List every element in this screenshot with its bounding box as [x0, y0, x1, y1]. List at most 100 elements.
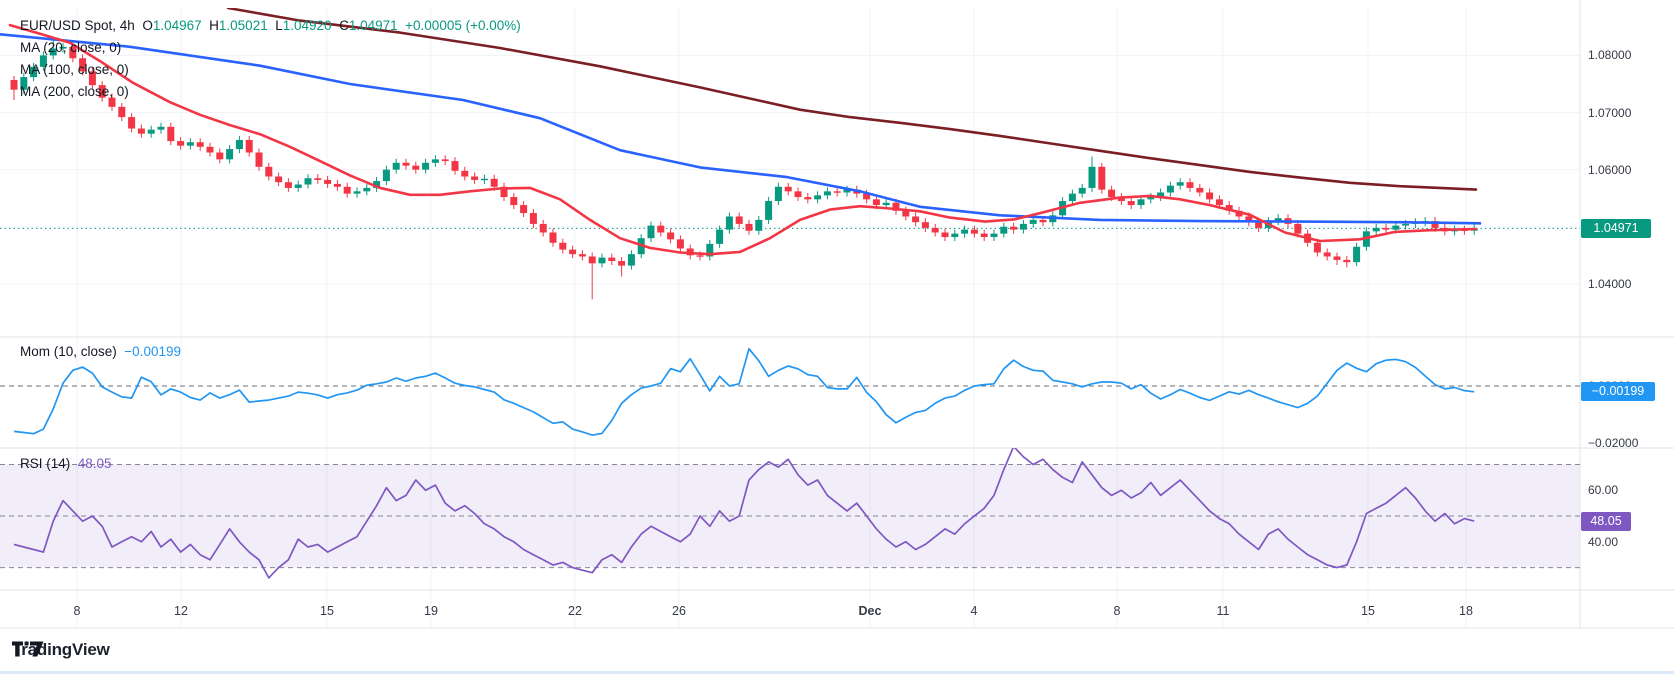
candle-body: [1402, 223, 1410, 226]
candle-body: [1108, 189, 1116, 198]
candle-body: [578, 254, 586, 257]
candle-body: [588, 256, 596, 264]
ma-line[interactable]: [0, 32, 1482, 225]
candle-body: [745, 223, 753, 231]
candle-body: [79, 58, 87, 72]
ma-line[interactable]: [226, 8, 1478, 191]
candle-body: [970, 229, 978, 234]
mom-legend-row[interactable]: Mom (10, close) −0.00199: [20, 344, 181, 359]
ma200-legend-label: MA (200, close, 0): [20, 84, 129, 99]
candle-body: [284, 182, 292, 188]
candle-body: [1235, 210, 1243, 217]
ohlc-open-value: 1.04967: [152, 18, 202, 33]
candle-body: [265, 166, 273, 177]
candle-body: [88, 71, 96, 86]
candle-body: [147, 129, 155, 134]
candle-body: [539, 223, 547, 233]
candle-body: [1176, 182, 1184, 186]
candle-body: [1019, 223, 1027, 230]
price-axis[interactable]: [1580, 0, 1674, 628]
candle-body: [137, 128, 145, 134]
candle-body: [324, 179, 332, 184]
candle-body: [431, 159, 439, 163]
candle-body: [755, 219, 763, 231]
candle-body: [39, 55, 47, 67]
candle-body: [863, 193, 871, 200]
candle-body: [951, 233, 959, 238]
rsi-legend-row[interactable]: RSI (14) 48.05: [20, 456, 112, 471]
mom-legend-value: −0.00199: [124, 344, 181, 359]
candle-body: [804, 197, 812, 200]
time-axis-label: 11: [1216, 604, 1230, 618]
candle-body: [382, 169, 390, 182]
candle-body: [471, 176, 479, 180]
time-axis-label: 8: [1113, 604, 1121, 618]
candle-body: [59, 46, 67, 49]
candle-body: [921, 222, 929, 228]
candle-body: [49, 48, 57, 56]
candle-body: [441, 159, 449, 162]
candle-body: [990, 233, 998, 238]
tradingview-logo[interactable]: TradingView: [12, 640, 110, 660]
time-axis[interactable]: [0, 590, 1580, 628]
candle-body: [598, 257, 606, 264]
candle-body: [1372, 227, 1380, 232]
candle-body: [520, 205, 528, 214]
candle-body: [618, 261, 626, 266]
candle-body: [186, 142, 194, 146]
time-axis-label: Dec: [858, 604, 882, 618]
candle-body: [500, 186, 508, 198]
candle-body: [1196, 187, 1204, 193]
candle-body: [765, 201, 773, 220]
price-axis-label: 1.06000: [1588, 162, 1632, 177]
symbol-legend-row[interactable]: EUR/USD Spot, 4h O1.04967 H1.05021 L1.04…: [20, 18, 521, 33]
candle-body: [980, 233, 988, 238]
mom-legend-title: Mom (10, close): [20, 344, 117, 359]
ma20-legend-row[interactable]: MA (20, close, 0): [20, 40, 121, 55]
candle-body: [1353, 246, 1361, 263]
candle-body: [1068, 193, 1076, 202]
price-axis-label: 1.08000: [1588, 48, 1632, 63]
candle-body: [128, 117, 136, 129]
candle-body: [294, 184, 302, 188]
candle-body: [108, 97, 116, 107]
candle-body: [226, 149, 234, 160]
candle-body: [1225, 205, 1233, 211]
current-price-badge: 1.04971: [1581, 219, 1651, 238]
candle-body: [1088, 166, 1096, 188]
ma-line[interactable]: [8, 23, 1478, 256]
tradingview-logo-icon: [12, 641, 44, 657]
candle-body: [1078, 187, 1086, 194]
candle-body: [774, 186, 782, 202]
candle-body: [392, 162, 400, 170]
candle-body: [608, 257, 616, 262]
candle-body: [735, 216, 743, 224]
momentum-line[interactable]: [13, 347, 1475, 436]
candle-body: [647, 225, 655, 239]
candle-body: [422, 162, 430, 170]
ma200-legend-row[interactable]: MA (200, close, 0): [20, 84, 129, 99]
candle-body: [833, 191, 841, 193]
price-axis-label: 1.04000: [1588, 276, 1632, 291]
candle-body: [823, 191, 831, 196]
ohlc-change-value: +0.00005 (+0.00%): [405, 18, 521, 33]
candle-body: [1010, 226, 1018, 230]
candle-body: [196, 142, 204, 147]
time-axis-label: 26: [672, 604, 686, 618]
rsi-axis-label: 40.00: [1588, 534, 1619, 549]
candle-body: [872, 199, 880, 206]
rsi-line[interactable]: [13, 447, 1475, 579]
ma100-legend-row[interactable]: MA (100, close, 0): [20, 62, 129, 77]
time-axis-label: 19: [424, 604, 438, 618]
symbol-title[interactable]: EUR/USD Spot, 4h: [20, 18, 135, 33]
rsi-value-badge: 48.05: [1581, 512, 1631, 531]
candle-body: [1333, 256, 1341, 260]
candle-body: [490, 178, 498, 187]
candle-body: [814, 195, 822, 200]
time-axis-label: 22: [568, 604, 582, 618]
mom-axis-label: −0.02000: [1588, 436, 1639, 451]
candle-body: [480, 178, 488, 181]
candle-body: [333, 183, 341, 187]
candle-body: [1157, 192, 1165, 198]
